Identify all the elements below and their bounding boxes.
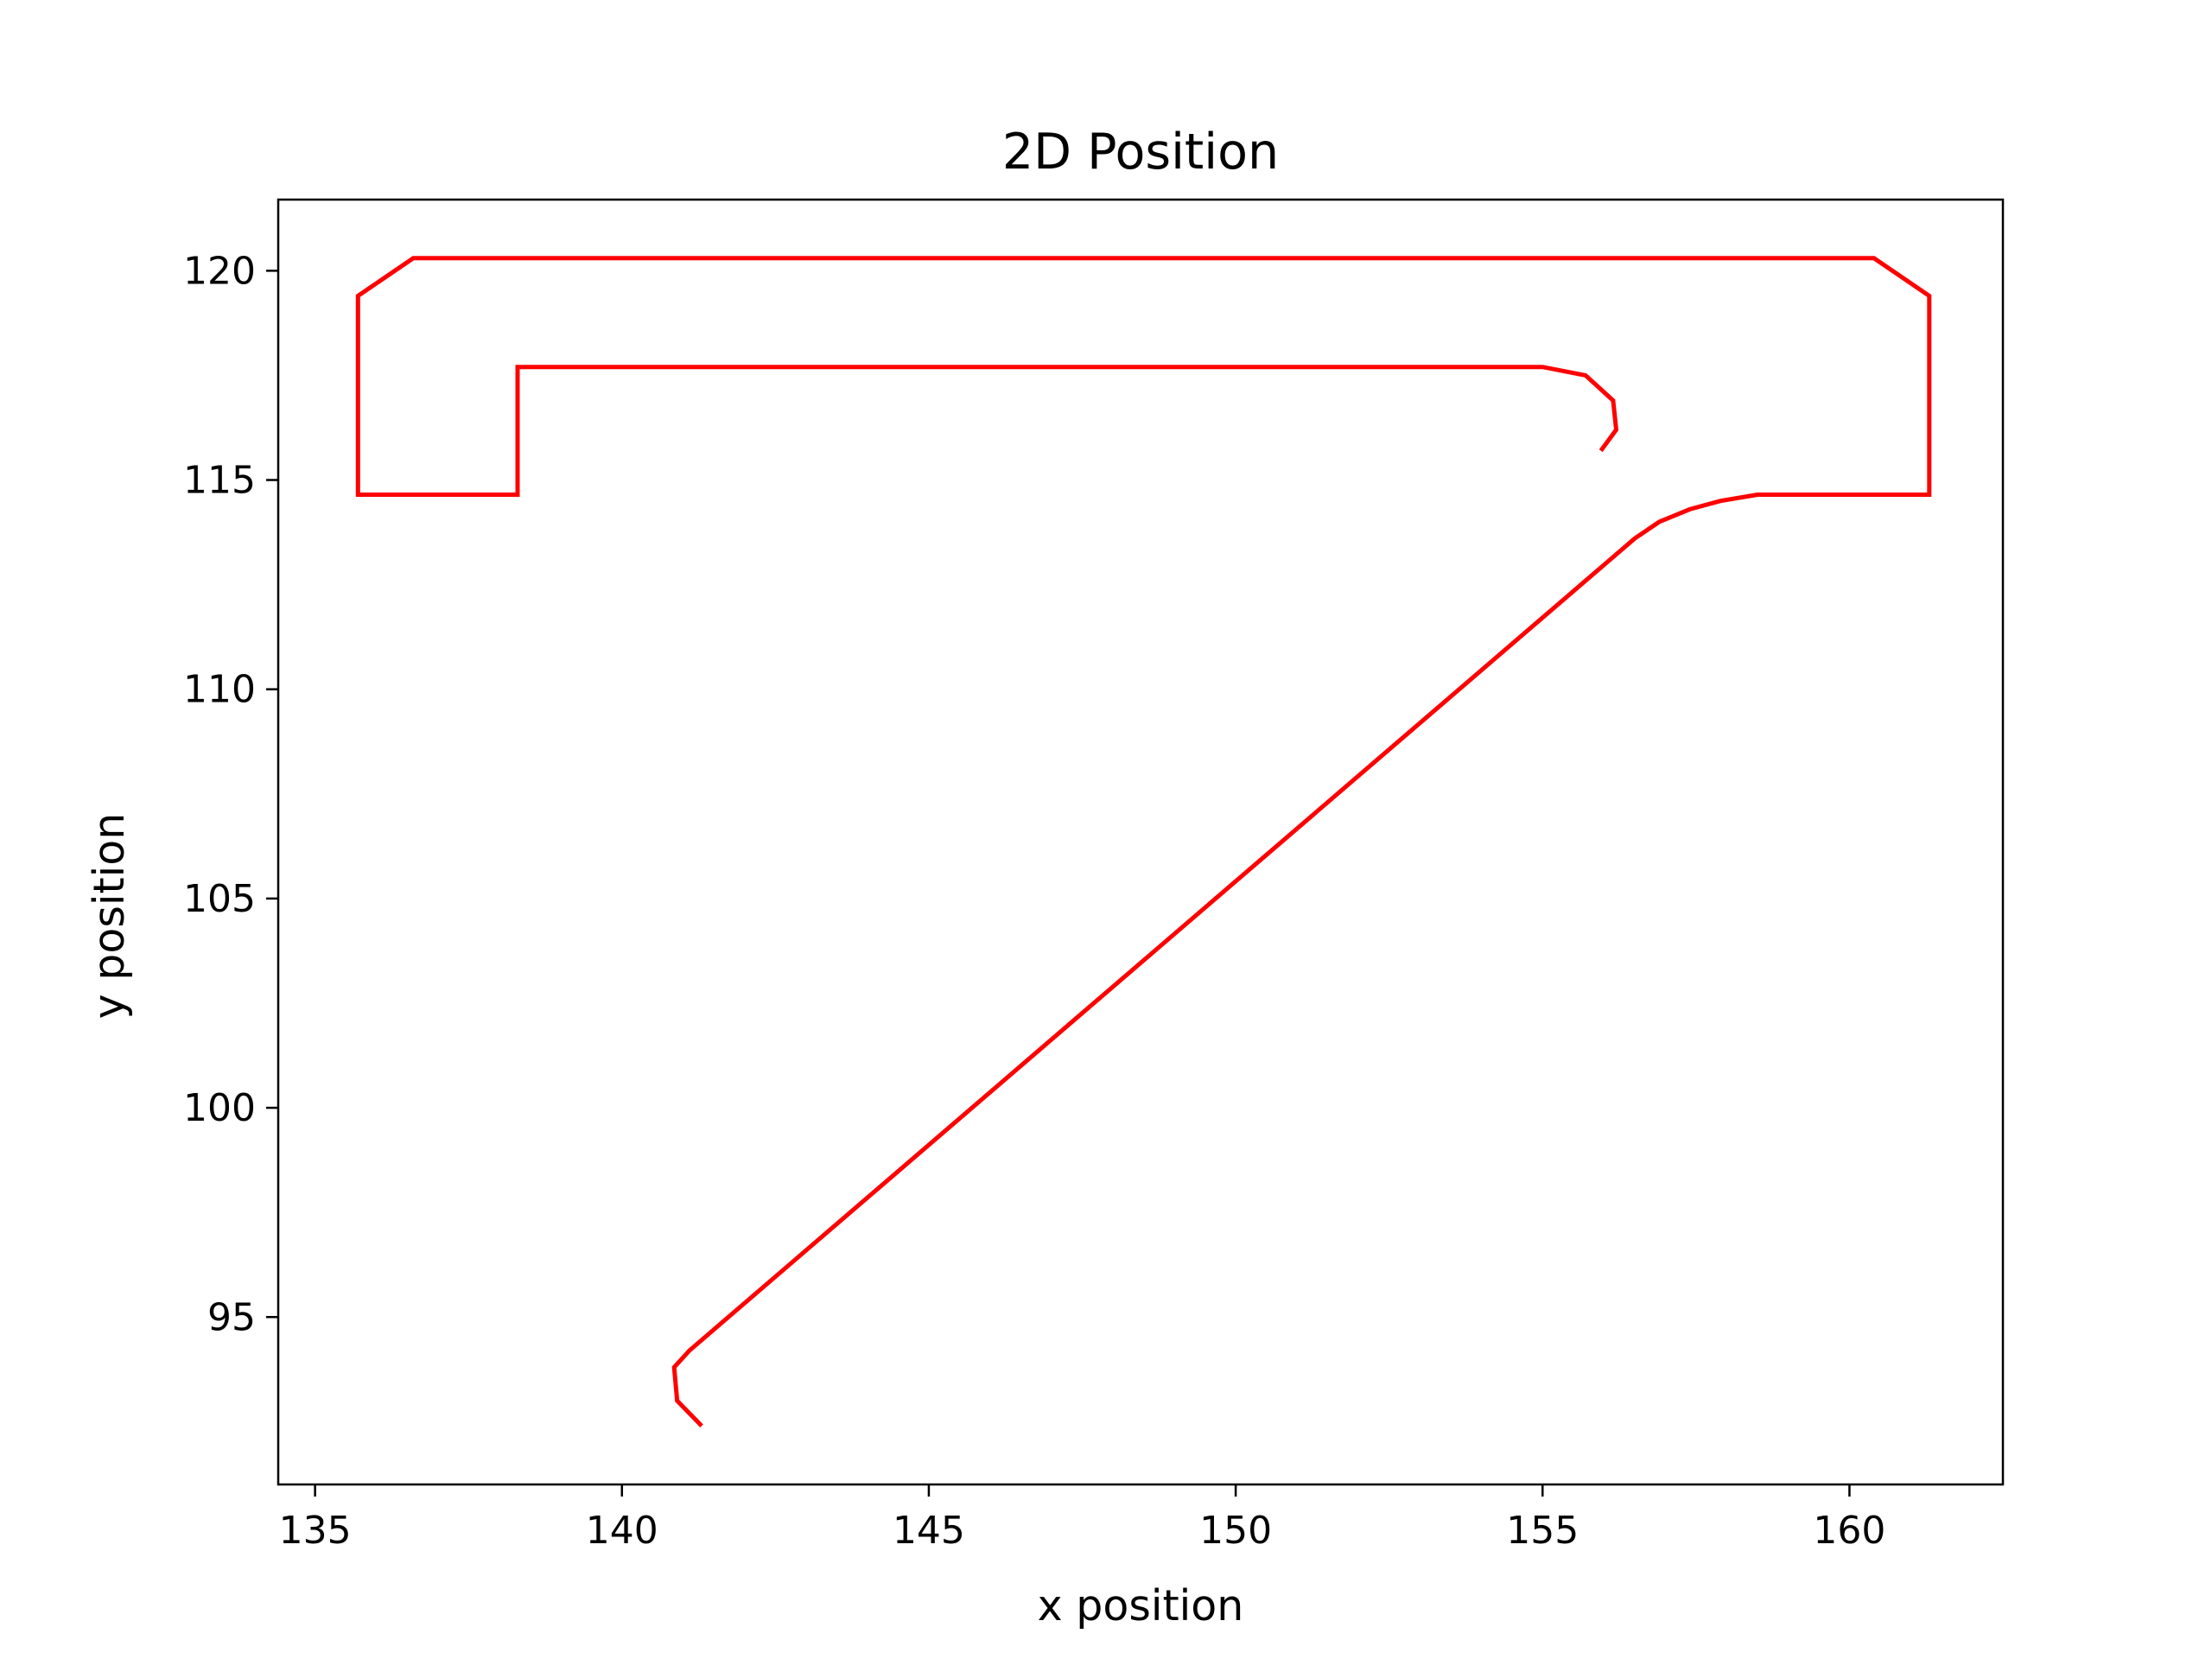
y-tick-label: 110 [183,668,256,712]
x-tick-label: 140 [586,1509,658,1553]
y-tick-label: 120 [183,249,256,293]
y-axis-ticks: 95 100 105 110 115 120 [183,249,278,1339]
y-tick-label: 115 [183,459,256,503]
series-line [355,256,1932,1427]
x-axis-ticks: 135 140 145 150 155 160 [279,1484,1885,1553]
y-tick-label: 100 [183,1086,256,1130]
x-tick-label: 150 [1199,1509,1272,1553]
x-tick-label: 155 [1506,1509,1579,1553]
y-tick-label: 95 [207,1295,256,1339]
x-axis-label: x position [1038,1581,1244,1630]
axes-frame [276,198,2005,1486]
y-axis-label: y position [85,813,134,1020]
y-tick-label: 105 [183,877,256,921]
chart-title: 2D Position [1002,124,1279,181]
x-tick-label: 135 [279,1509,352,1553]
x-tick-label: 160 [1813,1509,1885,1553]
x-tick-label: 145 [893,1509,965,1553]
plot-area [276,198,2005,1486]
